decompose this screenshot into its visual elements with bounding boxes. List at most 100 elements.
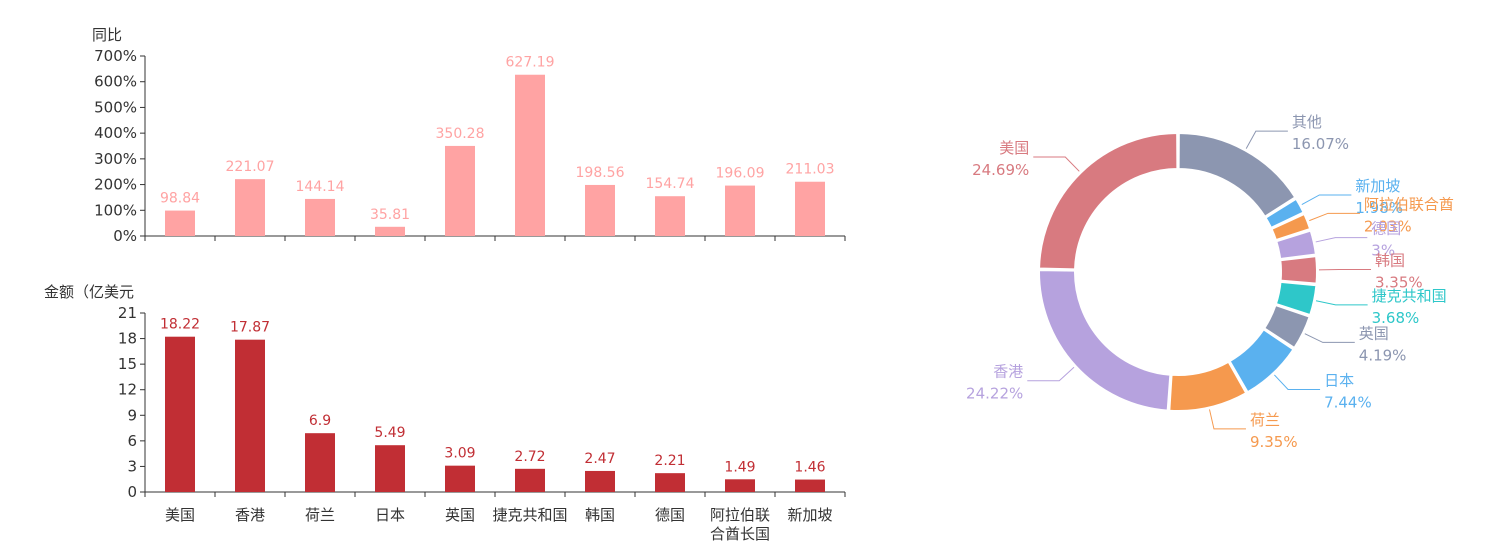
bar-德国 [655, 196, 685, 236]
slice-leader-line [1315, 300, 1368, 306]
slice-percent-label: 9.35% [1250, 433, 1298, 451]
slice-percent-label: 24.69% [972, 161, 1029, 179]
slice-name-label: 捷克共和国 [1372, 287, 1447, 305]
slice-name-label: 韩国 [1375, 252, 1405, 270]
slice-name-label: 其他 [1292, 113, 1322, 131]
bar-德国 [655, 473, 685, 492]
slice-香港 [1038, 269, 1172, 412]
slice-leader-line [1209, 409, 1246, 430]
slice-percent-label: 2.03% [1364, 217, 1412, 235]
bar-value-label: 1.49 [724, 459, 755, 475]
y-tick-label: 600% [94, 73, 137, 91]
slice-leader-line [1245, 130, 1288, 149]
slice-韩国 [1279, 254, 1318, 285]
x-tick-label: 新加坡 [787, 506, 832, 524]
y-tick-label: 0 [127, 483, 137, 501]
bar-荷兰 [305, 198, 335, 236]
y-tick-label: 15 [118, 355, 137, 373]
bar-value-label: 211.03 [786, 162, 835, 178]
slice-leader-line [1309, 212, 1360, 222]
slice-leader-line [1033, 156, 1080, 172]
slice-percent-label: 1.98% [1355, 199, 1403, 217]
x-tick-label: 日本 [375, 506, 405, 524]
bar-value-label: 350.28 [436, 126, 485, 142]
yoy-bar-chart: 0% 100% 200% 300% 400% 500% 600% 700% 同比 98.84 221… [92, 26, 846, 245]
slice-name-label: 日本 [1324, 372, 1354, 390]
slice-percent-label: 24.22% [966, 385, 1023, 403]
bar-value-label: 198.56 [576, 165, 625, 181]
x-tick-label: 合酋长国 [710, 525, 770, 543]
x-tick-label: 英国 [445, 506, 475, 524]
x-tick-label: 阿拉伯联 [710, 506, 770, 524]
slice-leader-line [1274, 374, 1321, 391]
slice-英国 [1262, 303, 1311, 350]
slice-日本 [1228, 327, 1295, 394]
slice-捷克共和国 [1274, 280, 1318, 317]
slice-leader-line [1304, 333, 1355, 343]
slice-阿拉伯联合酋 [1270, 212, 1312, 242]
bar-value-label: 3.09 [444, 446, 475, 462]
slice-leader-line [1315, 237, 1368, 243]
bar-英国 [445, 145, 475, 236]
bar-value-label: 5.49 [374, 425, 405, 441]
bar-美国 [165, 210, 195, 236]
slice-percent-label: 3.68% [1372, 309, 1420, 327]
y-tick-label: 12 [118, 381, 137, 399]
slice-其他 [1177, 131, 1297, 219]
bar-日本 [375, 226, 405, 236]
slice-name-label: 美国 [999, 139, 1029, 157]
x-tick-label: 香港 [235, 506, 265, 524]
bar-英国 [445, 465, 475, 492]
bar-value-label: 627.19 [506, 55, 555, 71]
y-tick-label: 100% [94, 201, 137, 219]
y-tick-label: 6 [127, 432, 137, 450]
bar-value-label: 2.72 [514, 449, 545, 465]
bar-value-label: 144.14 [296, 179, 345, 195]
bar-新加坡 [795, 479, 825, 492]
x-tick-label: 韩国 [585, 506, 615, 524]
bar-value-label: 154.74 [646, 176, 695, 192]
bar-韩国 [585, 184, 615, 236]
y-axis-title: 金额（亿美元 [44, 283, 134, 301]
bar-value-label: 1.46 [794, 460, 825, 476]
slice-name-label: 荷兰 [1250, 411, 1280, 429]
y-tick-label: 200% [94, 176, 137, 194]
bar-新加坡 [795, 181, 825, 236]
slice-荷兰 [1168, 360, 1248, 412]
bar-value-label: 6.9 [309, 413, 331, 429]
x-tick-label: 德国 [655, 506, 685, 524]
bar-value-label: 18.22 [160, 317, 200, 333]
bar-阿拉伯联合酋长国 [725, 479, 755, 492]
slice-leader-line [1027, 366, 1075, 382]
x-tick-label: 美国 [165, 506, 195, 524]
y-tick-label: 9 [127, 406, 137, 424]
slice-新加坡 [1264, 197, 1305, 230]
y-tick-label: 500% [94, 98, 137, 116]
slice-name-label: 香港 [993, 363, 1023, 381]
slice-name-label: 英国 [1359, 324, 1389, 342]
slice-percent-label: 3% [1371, 242, 1395, 260]
bar-value-label: 221.07 [226, 159, 275, 175]
y-tick-label: 21 [118, 304, 137, 322]
y-tick-label: 300% [94, 150, 137, 168]
slice-leader-line [1301, 194, 1352, 205]
bar-日本 [375, 445, 405, 492]
bar-美国 [165, 336, 195, 492]
bar-value-label: 2.21 [654, 453, 685, 469]
y-tick-label: 400% [94, 124, 137, 142]
y-tick-label: 0% [113, 227, 137, 245]
bar-value-label: 98.84 [160, 191, 200, 207]
bar-value-label: 17.87 [230, 320, 270, 336]
slice-name-label: 新加坡 [1355, 177, 1400, 195]
bar-捷克共和国 [515, 468, 545, 492]
slice-percent-label: 7.44% [1324, 394, 1372, 412]
slice-percent-label: 4.19% [1359, 346, 1407, 364]
y-axis-title: 同比 [92, 26, 122, 44]
slice-name-label: 德国 [1371, 220, 1401, 238]
slice-name-label: 阿拉伯联合酋 [1364, 195, 1454, 213]
slice-美国 [1038, 131, 1179, 271]
slice-percent-label: 3.35% [1375, 274, 1423, 292]
bar-荷兰 [305, 433, 335, 492]
